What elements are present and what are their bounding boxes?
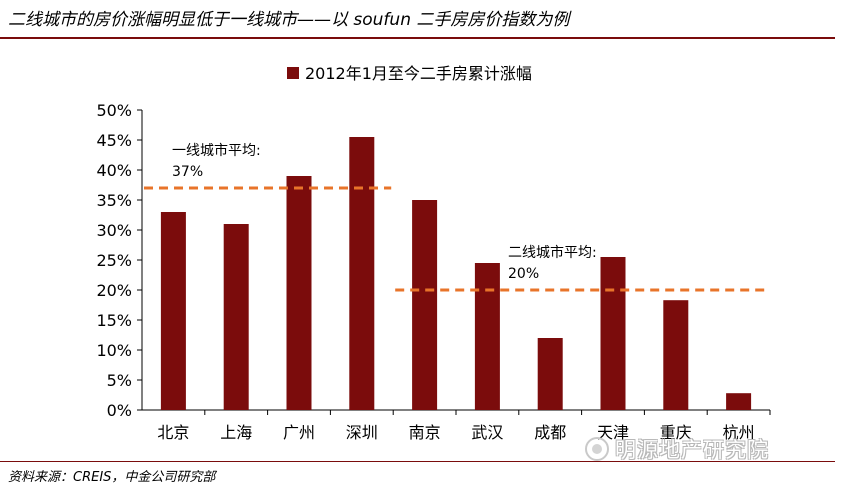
y-tick-label: 45% bbox=[96, 131, 132, 150]
y-tick-label: 5% bbox=[107, 371, 132, 390]
y-tick-label: 10% bbox=[96, 341, 132, 360]
chart-bars bbox=[160, 137, 752, 410]
chart-axes: 0% 5% 10% 15% 20% 25% 30% 35% 40% 45% 50% 北京 上海 广州 深圳 南… bbox=[96, 101, 771, 442]
x-tick-label: 南京 bbox=[409, 423, 441, 442]
legend-swatch bbox=[287, 67, 299, 79]
page-title: 二线城市的房价涨幅明显低于一线城市——以 soufun 二手房房价指数为例 bbox=[8, 10, 570, 30]
watermark-text: 明源地产研究院 bbox=[615, 438, 769, 462]
legend-label: 2012年1月至今二手房累计涨幅 bbox=[305, 64, 532, 83]
bar bbox=[474, 263, 500, 410]
bar bbox=[349, 137, 375, 410]
bar bbox=[412, 200, 438, 410]
y-tick-label: 0% bbox=[107, 401, 132, 420]
x-tick-label: 广州 bbox=[283, 423, 315, 442]
average-label: 二线城市平均: bbox=[508, 244, 597, 261]
watermark-logo-icon bbox=[585, 437, 609, 461]
y-tick-label: 20% bbox=[96, 281, 132, 300]
bar bbox=[160, 212, 186, 410]
chart-legend: 2012年1月至今二手房累计涨幅 bbox=[287, 64, 532, 83]
x-tick-label: 重庆 bbox=[660, 423, 692, 442]
y-tick-label: 50% bbox=[96, 101, 132, 120]
x-tick-label: 武汉 bbox=[471, 423, 503, 442]
bar bbox=[600, 257, 626, 410]
bar bbox=[537, 338, 563, 410]
chart-annotations: 一线城市平均: 37% 二线城市平均: 20% bbox=[144, 142, 768, 292]
average-value: 20% bbox=[508, 266, 539, 282]
x-tick-label: 上海 bbox=[220, 423, 252, 442]
y-tick-label: 35% bbox=[96, 191, 132, 210]
average-label: 一线城市平均: bbox=[172, 142, 261, 159]
average-value: 37% bbox=[172, 164, 203, 180]
title-divider bbox=[0, 37, 835, 39]
source-note: 资料来源：CREIS，中金公司研究部 bbox=[8, 470, 216, 485]
bar bbox=[663, 300, 689, 410]
x-tick-label: 深圳 bbox=[346, 423, 378, 442]
y-tick-label: 40% bbox=[96, 161, 132, 180]
bar bbox=[223, 224, 249, 410]
y-tick-label: 25% bbox=[96, 251, 132, 270]
bar bbox=[726, 393, 752, 410]
x-tick-label: 杭州 bbox=[723, 423, 755, 442]
y-tick-label: 15% bbox=[96, 311, 132, 330]
x-tick-label: 天津 bbox=[597, 423, 629, 442]
y-tick-label: 30% bbox=[96, 221, 132, 240]
x-tick-label: 成都 bbox=[534, 423, 566, 442]
watermark: 明源地产研究院 bbox=[585, 434, 769, 464]
x-tick-label: 北京 bbox=[157, 423, 189, 442]
bar bbox=[286, 176, 312, 410]
footer-divider bbox=[0, 461, 835, 462]
